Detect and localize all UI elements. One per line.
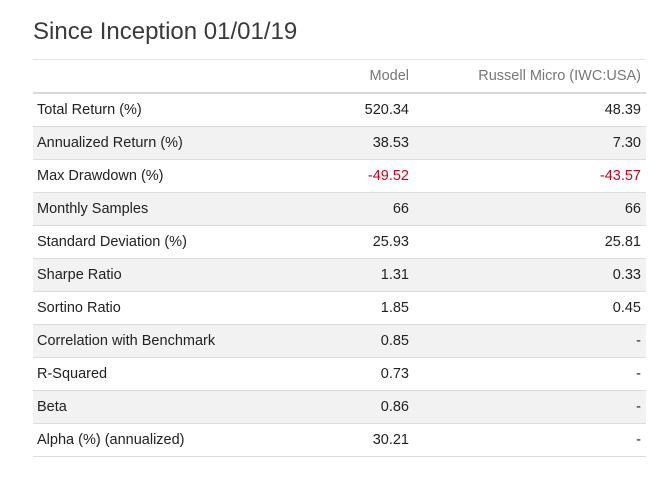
benchmark-value: 7.30: [409, 126, 646, 160]
benchmark-value: -43.57: [409, 159, 646, 193]
model-value: 38.53: [307, 126, 409, 160]
row-label: R-Squared: [33, 357, 307, 391]
model-value: 66: [307, 192, 409, 226]
row-label: Annualized Return (%): [33, 126, 307, 160]
benchmark-value: 0.45: [409, 291, 646, 325]
benchmark-value: -: [409, 357, 646, 391]
benchmark-value: 0.33: [409, 258, 646, 292]
model-value: 1.31: [307, 258, 409, 292]
table-row: Alpha (%) (annualized) 30.21 -: [33, 423, 646, 457]
benchmark-value: 66: [409, 192, 646, 226]
benchmark-value: -: [409, 324, 646, 358]
model-value: 1.85: [307, 291, 409, 325]
row-label: Standard Deviation (%): [33, 225, 307, 259]
row-label: Total Return (%): [33, 93, 307, 127]
row-label: Sharpe Ratio: [33, 258, 307, 292]
table-row: Correlation with Benchmark 0.85 -: [33, 324, 646, 358]
table-row: R-Squared 0.73 -: [33, 357, 646, 391]
table-row: Beta 0.86 -: [33, 390, 646, 424]
table-row: Monthly Samples 66 66: [33, 192, 646, 226]
row-label: Beta: [33, 390, 307, 424]
benchmark-value: 25.81: [409, 225, 646, 259]
page-title: Since Inception 01/01/19: [33, 18, 298, 45]
model-value: 520.34: [307, 93, 409, 127]
header-benchmark: Russell Micro (IWC:USA): [409, 59, 646, 94]
row-label: Monthly Samples: [33, 192, 307, 226]
row-label: Alpha (%) (annualized): [33, 423, 307, 457]
table-header-row: Model Russell Micro (IWC:USA): [33, 59, 646, 94]
table-row: Total Return (%) 520.34 48.39: [33, 93, 646, 127]
model-value: 25.93: [307, 225, 409, 259]
model-value: 0.85: [307, 324, 409, 358]
row-label: Correlation with Benchmark: [33, 324, 307, 358]
row-label: Max Drawdown (%): [33, 159, 307, 193]
table-row: Sharpe Ratio 1.31 0.33: [33, 258, 646, 292]
table-row: Sortino Ratio 1.85 0.45: [33, 291, 646, 325]
benchmark-value: -: [409, 423, 646, 457]
benchmark-value: -: [409, 390, 646, 424]
row-label: Sortino Ratio: [33, 291, 307, 325]
model-value: 30.21: [307, 423, 409, 457]
model-value: 0.73: [307, 357, 409, 391]
table-row: Max Drawdown (%) -49.52 -43.57: [33, 159, 646, 193]
table-row: Annualized Return (%) 38.53 7.30: [33, 126, 646, 160]
table-row: Standard Deviation (%) 25.93 25.81: [33, 225, 646, 259]
model-value: 0.86: [307, 390, 409, 424]
benchmark-value: 48.39: [409, 93, 646, 127]
header-model: Model: [307, 59, 409, 94]
header-metric: [33, 59, 307, 94]
performance-table: Model Russell Micro (IWC:USA) Total Retu…: [33, 59, 646, 457]
model-value: -49.52: [307, 159, 409, 193]
